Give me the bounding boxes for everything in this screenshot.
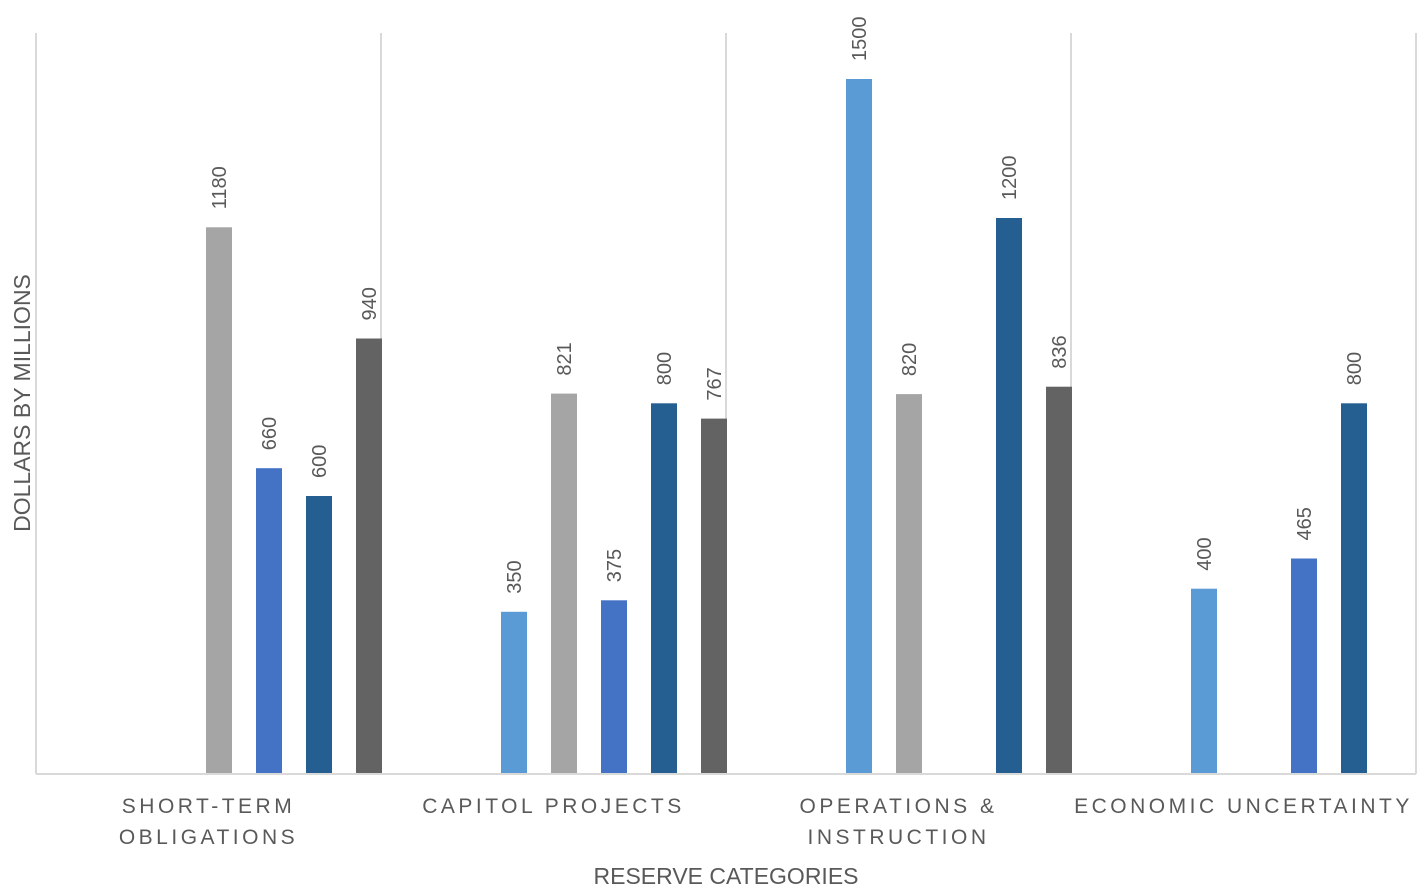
data-label: 1180 [209, 166, 231, 209]
bar [551, 393, 577, 774]
bars [206, 79, 1367, 775]
bar [356, 338, 382, 774]
data-label: 600 [309, 445, 331, 478]
data-label: 1500 [849, 17, 871, 62]
data-label: 940 [359, 287, 381, 320]
data-label: 1200 [999, 156, 1021, 201]
category-label: ECONOMIC UNCERTAINTY [1074, 795, 1413, 818]
bar [896, 394, 922, 774]
bar [206, 227, 232, 775]
category-label: CAPITOL PROJECTS [422, 795, 685, 818]
data-label: 800 [1344, 352, 1366, 385]
data-label: 350 [504, 560, 526, 593]
data-label: 465 [1294, 507, 1316, 540]
category-labels: SHORT-TERM OBLIGATIONS CAPITOL PROJECTS OPE… [119, 795, 1413, 849]
bar [501, 611, 527, 774]
bar [1291, 558, 1317, 774]
bar [996, 218, 1022, 774]
data-label: 836 [1049, 335, 1071, 368]
bar [651, 403, 677, 774]
data-label: 800 [654, 352, 676, 385]
category-label: OPERATIONS & INSTRUCTION [800, 795, 998, 849]
data-label: 400 [1194, 537, 1216, 570]
bar [1341, 403, 1367, 774]
data-label: 820 [899, 343, 921, 376]
bar [601, 600, 627, 775]
data-label: 767 [704, 367, 726, 400]
bar [1046, 386, 1072, 774]
y-axis-title: DOLLARS BY MILLIONS [9, 274, 35, 532]
bar [256, 468, 282, 774]
data-labels: 1180 660 600 940 350 821 375 800 767 1500 820 1200 8… [209, 17, 1366, 594]
category-label: SHORT-TERM OBLIGATIONS [119, 795, 298, 849]
data-label: 660 [259, 417, 281, 450]
bar [701, 418, 727, 774]
bar [306, 496, 332, 774]
data-label: 821 [554, 342, 576, 375]
bar [1191, 588, 1217, 774]
x-axis-title: RESERVE CATEGORIES [594, 863, 859, 888]
bar [846, 79, 872, 774]
data-label: 375 [604, 549, 626, 582]
